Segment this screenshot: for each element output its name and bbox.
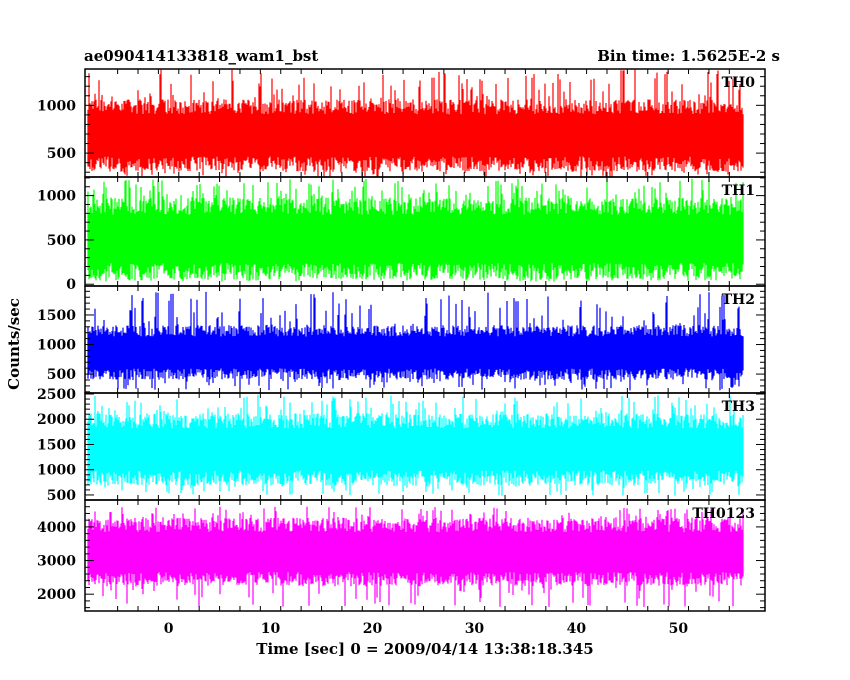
y-tick-label: 500 (47, 146, 76, 162)
series-th1 (87, 178, 744, 282)
y-tick-label: 0 (66, 277, 76, 293)
y-tick-label: 500 (47, 367, 76, 383)
series-th2 (87, 291, 744, 391)
y-tick-label: 1000 (37, 98, 76, 114)
panel-label-th1: TH1 (722, 183, 755, 199)
panel-th3: 500 1000 1500 2000 2500 TH3 (37, 387, 766, 504)
x-tick-label: 20 (363, 621, 383, 637)
panel-label-th3: TH3 (722, 399, 755, 415)
panel-th0: 500 1000 TH0 (37, 68, 766, 178)
panels-group: 500 1000 TH0 0 500 1000 TH1 500 1000 1500 TH2 500 10… (37, 68, 766, 612)
x-tick-label: 10 (261, 621, 281, 637)
x-tick-label: 50 (669, 621, 689, 637)
x-tick-label: 40 (567, 621, 587, 637)
y-tick-label: 2000 (37, 412, 76, 428)
chart-title-right: Bin time: 1.5625E-2 s (597, 47, 780, 65)
y-tick-label: 2000 (37, 587, 76, 603)
panel-th0123: 2000 3000 4000 TH0123 (37, 499, 766, 612)
y-axis-label: Counts/sec (5, 298, 23, 390)
y-tick-label: 2500 (37, 387, 76, 403)
panel-label-th2: TH2 (722, 292, 755, 308)
x-tick-label: 30 (465, 621, 485, 637)
y-tick-label: 1500 (37, 437, 76, 453)
panel-th2: 500 1000 1500 TH2 (37, 285, 766, 394)
y-tick-label: 1000 (37, 338, 76, 354)
y-tick-label: 500 (47, 488, 76, 504)
panel-th1: 0 500 1000 TH1 (37, 176, 766, 293)
panel-label-th0: TH0 (722, 75, 756, 91)
chart-title-left: ae090414133818_wam1_bst (84, 47, 318, 65)
y-tick-label: 500 (47, 233, 76, 249)
y-tick-label: 1000 (37, 189, 76, 205)
x-axis-label: Time [sec] 0 = 2009/04/14 13:38:18.345 (256, 640, 593, 658)
x-tick-label: 0 (164, 621, 174, 637)
panel-label-th0123: TH0123 (692, 506, 755, 522)
series-th3 (87, 394, 744, 496)
y-tick-label: 3000 (37, 554, 76, 570)
series-th0 (87, 69, 744, 177)
y-tick-label: 1000 (37, 463, 76, 479)
x-tick-labels: 0 10 20 30 40 50 (164, 621, 689, 637)
y-tick-label: 1500 (37, 308, 76, 324)
y-tick-label: 4000 (37, 520, 76, 536)
panel-frame (84, 499, 766, 612)
series-th0123 (87, 506, 744, 607)
